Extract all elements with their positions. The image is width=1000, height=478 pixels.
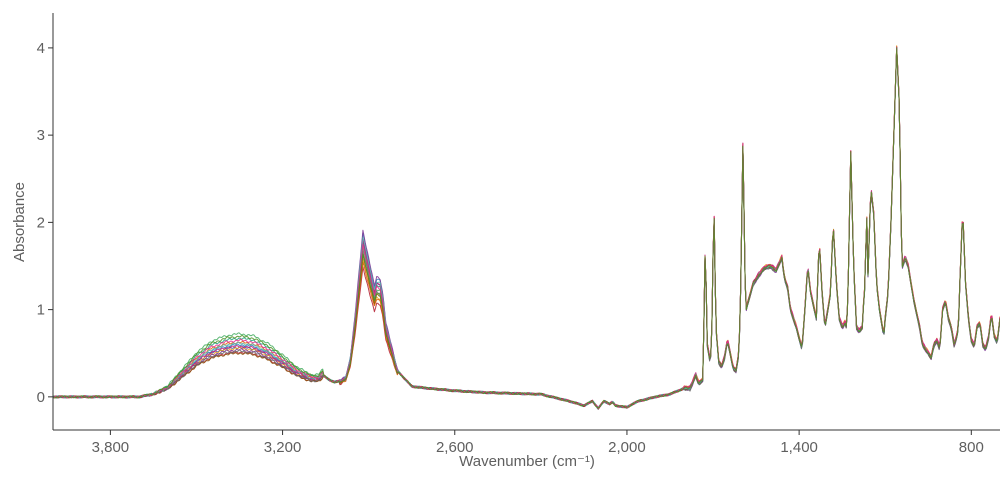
x-axis-ticks: 3,800 3,200 2,600 2,000 1,400 800 xyxy=(92,430,984,456)
y-axis-ticks: 0 1 2 3 4 xyxy=(37,40,53,406)
x-tick-label: 2,600 xyxy=(436,439,474,456)
x-tick-label: 3,200 xyxy=(264,439,302,456)
y-tick-label: 4 xyxy=(37,40,45,57)
x-tick-label: 800 xyxy=(959,439,984,456)
y-tick-label: 3 xyxy=(37,127,45,144)
y-tick-label: 1 xyxy=(37,302,45,319)
spectra-series-group xyxy=(53,45,1000,410)
spectrum-series-line xyxy=(53,46,1000,409)
y-axis-title: Absorbance xyxy=(11,182,28,262)
y-tick-label: 0 xyxy=(37,389,45,406)
x-tick-label: 2,000 xyxy=(608,439,646,456)
spectrum-series-line xyxy=(53,47,1000,410)
y-tick-label: 2 xyxy=(37,214,45,231)
spectrum-series-line xyxy=(53,47,1000,409)
x-tick-label: 1,400 xyxy=(780,439,818,456)
x-tick-label: 3,800 xyxy=(92,439,130,456)
x-axis-title: Wavenumber (cm⁻¹) xyxy=(459,453,595,470)
